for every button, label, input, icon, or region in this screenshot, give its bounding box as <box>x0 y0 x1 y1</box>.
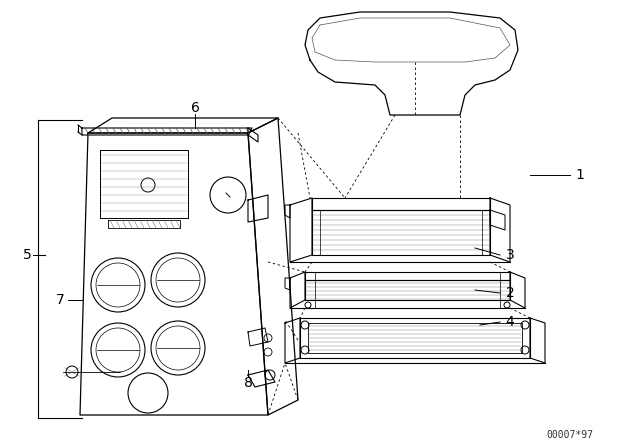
Text: 5: 5 <box>22 248 31 262</box>
Text: 3: 3 <box>506 248 515 262</box>
Text: 00007*97: 00007*97 <box>547 430 593 440</box>
Text: 2: 2 <box>506 286 515 300</box>
Text: 1: 1 <box>575 168 584 182</box>
Text: 6: 6 <box>191 101 200 115</box>
Text: 4: 4 <box>506 315 515 329</box>
Text: 8: 8 <box>244 376 252 390</box>
Text: 7: 7 <box>56 293 65 307</box>
